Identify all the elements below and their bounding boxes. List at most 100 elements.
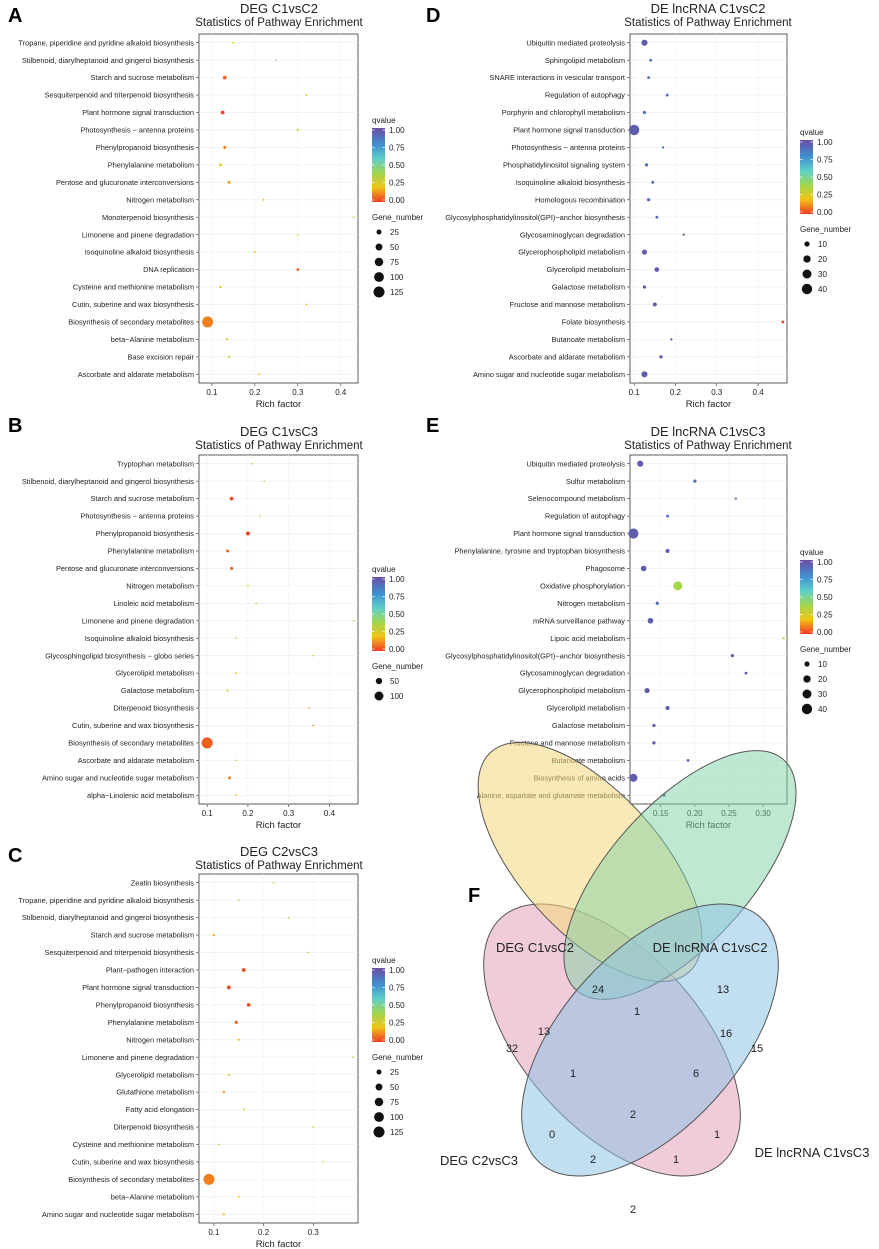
panel-label-e: E [426,415,439,437]
category-label: Starch and sucrose metabolism [90,494,194,503]
colorbar-tick-label: 0.00 [389,196,405,205]
size-legend-dot [801,703,813,715]
plot-frame [198,873,359,1224]
panel-label-b: B [8,415,22,437]
x-axis-label: Rich factor [686,399,731,410]
venn-count: 6 [693,1068,699,1080]
category-label: beta−Alanine metabolism [111,335,194,344]
data-point [247,584,249,587]
size-legend-dot [803,255,811,263]
colorbar-title: qvalue [372,116,396,125]
size-legend-dot [374,691,384,701]
plot-frame [629,454,788,805]
colorbar-tick-label: 1.00 [389,575,405,584]
data-point [665,706,670,711]
size-legend-label: 125 [390,288,404,297]
data-point [251,462,253,465]
data-point [296,233,299,236]
category-label: Isoquinoline alkaloid biosynthesis [516,178,626,187]
data-point [212,933,216,937]
colorbar-tick-label: 0.00 [389,645,405,654]
category-label: Plant hormone signal transduction [82,983,194,992]
category-label: Glycosaminoglycan degradation [520,230,625,239]
data-point [222,1213,226,1216]
size-legend-dot [374,257,384,267]
category-label: Amino sugar and nucleotide sugar metabol… [42,1210,194,1219]
category-label: Biosynthesis of secondary metabolites [68,318,194,327]
x-tick-label: 0.2 [242,809,254,818]
data-point [682,233,685,236]
size-legend-label: 10 [818,240,827,249]
category-label: Diterpenoid biosynthesis [113,704,194,713]
size-legend-label: 40 [818,285,827,294]
colorbar-tick-label: 0.25 [389,1019,405,1028]
data-point [220,110,225,115]
category-label: Butanoate metabolism [551,335,625,344]
data-point [237,899,240,902]
size-legend-label: 20 [818,675,827,684]
size-legend-title: Gene_number [800,645,851,654]
category-label: Folate biosynthesis [562,318,626,327]
x-tick-label: 0.3 [308,1228,320,1237]
category-label: Sphingolipid metabolism [545,56,625,65]
category-label: Glycerophospholipid metabolism [518,686,625,695]
colorbar-tick-label: 0.75 [817,576,833,585]
size-legend-dot [374,272,384,282]
data-point [781,320,785,324]
data-point [226,689,229,692]
data-point [226,985,231,990]
colorbar-tick-label: 0.50 [817,593,833,602]
category-label: Limonene and pinene degradation [82,616,194,625]
colorbar-tick-label: 1.00 [817,138,833,147]
data-point [647,76,651,80]
category-label: Zeatin biosynthesis [131,878,195,887]
category-label: alpha−Linolenic acid metabolism [87,791,194,800]
size-legend-dot [375,677,383,685]
category-label: Cutin, suberine and wax biosynthesis [72,721,194,730]
colorbar-title: qvalue [800,548,824,557]
colorbar-tick-label: 0.75 [389,144,405,153]
data-point [666,514,669,518]
data-point [234,759,237,762]
category-label: Phenylpropanoid biosynthesis [96,143,195,152]
category-label: Regulation of autophagy [545,512,625,521]
category-label: Amino sugar and nucleotide sugar metabol… [42,773,194,782]
category-label: Ascorbate and aldarate metabolism [78,370,194,379]
venn-set-label: DEG C1vsC2 [496,940,574,955]
data-point [226,549,229,553]
category-label: Monoterpenoid biosynthesis [102,213,194,222]
data-point [222,1090,226,1094]
data-point [686,758,690,762]
data-point [201,737,213,749]
data-point [641,371,648,378]
data-point [652,741,656,745]
category-label: Cutin, suberine and wax biosynthesis [72,1158,194,1167]
size-legend-dot [376,229,382,235]
venn-count: 16 [720,1028,732,1040]
category-label: Glycosphingolipid biosynthesis − globo s… [45,651,194,660]
venn-count: 24 [592,984,604,996]
data-point [305,94,308,97]
category-label: Fructose and mannose metabolism [510,300,625,309]
category-label: Ubiquitin mediated proteolysis [526,38,625,47]
data-point [245,531,250,536]
data-point [665,548,670,553]
category-label: mRNA surveillance pathway [533,616,625,625]
venn-count: 2 [630,1109,636,1121]
plot-frame [198,33,359,384]
size-legend-title: Gene_number [800,225,851,234]
size-legend-label: 30 [818,690,827,699]
size-legend-label: 50 [390,243,399,252]
category-label: Biosynthesis of secondary metabolites [68,739,194,748]
category-label: Stilbenoid, diarylheptanoid and gingerol… [22,56,194,65]
data-point [227,1073,230,1076]
data-point [275,59,278,62]
category-label: Sulfur metabolism [566,477,625,486]
category-label: Phenylpropanoid biosynthesis [96,1000,195,1009]
colorbar-title: qvalue [372,565,396,574]
category-label: Porphyrin and chlorophyll metabolism [502,108,625,117]
